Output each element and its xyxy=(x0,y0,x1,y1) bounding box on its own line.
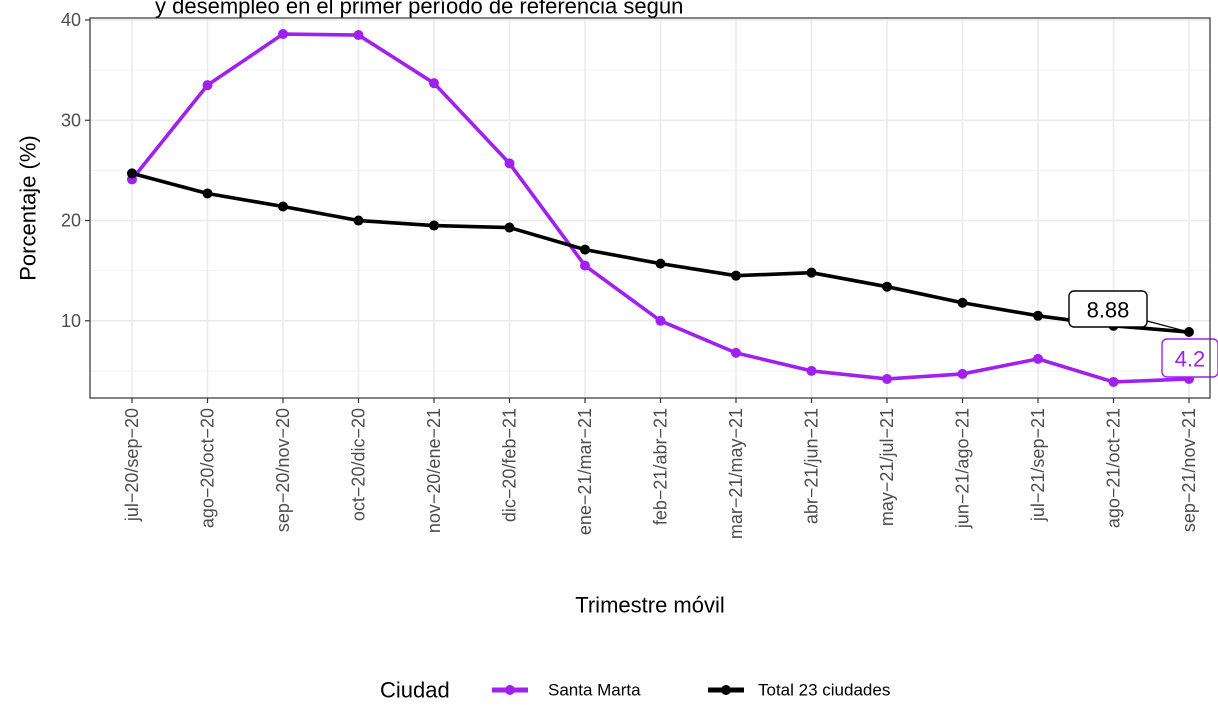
data-point xyxy=(504,158,515,169)
y-tick-label: 30 xyxy=(61,110,81,130)
data-point xyxy=(957,368,968,379)
data-point xyxy=(429,220,439,231)
legend-entry-label: Total 23 ciudades xyxy=(758,681,890,700)
grid-lines xyxy=(90,18,1210,398)
end-label-1: 8.88 xyxy=(1068,290,1190,333)
legend: Ciudad Santa Marta Total 23 ciudades xyxy=(380,678,890,703)
legend-key-point xyxy=(505,685,515,695)
x-tick-label: may−21/jul−21 xyxy=(877,408,897,526)
plot-panel xyxy=(89,17,1211,399)
x-tick-label: nov−20/ene−21 xyxy=(424,408,444,533)
data-point xyxy=(882,281,892,292)
y-tick-label: 20 xyxy=(61,211,81,231)
data-point xyxy=(731,347,741,358)
data-point xyxy=(1033,353,1043,364)
legend-key-point xyxy=(721,685,731,695)
legend-title: Ciudad xyxy=(380,678,450,703)
y-axis: 10 20 30 40 xyxy=(61,10,90,331)
chart-title: y desempleo en el primer período de refe… xyxy=(155,0,683,19)
data-point xyxy=(429,78,439,89)
data-point xyxy=(580,260,590,271)
data-point xyxy=(504,222,515,233)
x-tick-label: ene−21/mar−21 xyxy=(575,408,595,535)
data-points xyxy=(127,29,1194,387)
data-point xyxy=(353,215,364,226)
data-point xyxy=(278,29,288,40)
data-point xyxy=(1108,376,1119,387)
label-text: 8.88 xyxy=(1087,298,1130,323)
data-point xyxy=(806,267,817,278)
x-axis-title: Trimestre móvil xyxy=(575,593,725,618)
x-tick-label: ago−21/oct−21 xyxy=(1104,408,1124,528)
x-tick-label: sep−20/nov−20 xyxy=(273,408,293,532)
label-box xyxy=(1068,290,1148,328)
data-point xyxy=(202,80,213,91)
data-point xyxy=(882,373,892,384)
data-point xyxy=(127,168,137,179)
data-point xyxy=(655,258,666,269)
x-axis: jul−20/sep−20 ago−20/oct−20 sep−20/nov−20 o… xyxy=(122,398,1199,539)
label-leader xyxy=(1146,320,1190,333)
data-point xyxy=(806,365,817,376)
data-point xyxy=(731,270,741,281)
end-label-0: 4.2 xyxy=(1161,338,1218,380)
legend-entry-label: Santa Marta xyxy=(548,681,641,700)
x-tick-label: dic−20/feb−21 xyxy=(500,408,520,522)
y-tick-label: 40 xyxy=(61,10,81,30)
x-tick-label: abr−21/jun−21 xyxy=(802,408,822,524)
y-axis-title: Porcentaje (%) xyxy=(16,135,41,281)
data-point xyxy=(957,297,968,308)
x-tick-label: jul−20/sep−20 xyxy=(122,408,142,522)
label-text: 4.2 xyxy=(1175,347,1206,372)
data-point xyxy=(655,315,666,326)
y-tick-label: 10 xyxy=(61,311,81,331)
x-tick-label: jul−21/sep−21 xyxy=(1028,408,1048,522)
data-point xyxy=(580,244,590,255)
x-tick-label: feb−21/abr−21 xyxy=(651,408,671,525)
label-box xyxy=(1161,338,1218,378)
data-point xyxy=(202,188,213,199)
data-point xyxy=(1033,310,1043,321)
data-point xyxy=(353,30,364,41)
x-tick-label: ago−20/oct−20 xyxy=(198,408,218,528)
x-tick-label: jun−21/ago−21 xyxy=(953,408,973,529)
data-labels: 8.88 4.2 xyxy=(1068,290,1218,380)
x-tick-label: sep−21/nov−21 xyxy=(1179,408,1199,532)
data-point xyxy=(278,201,288,212)
x-tick-label: mar−21/may−21 xyxy=(726,408,746,539)
x-tick-label: oct−20/dic−20 xyxy=(349,408,369,521)
